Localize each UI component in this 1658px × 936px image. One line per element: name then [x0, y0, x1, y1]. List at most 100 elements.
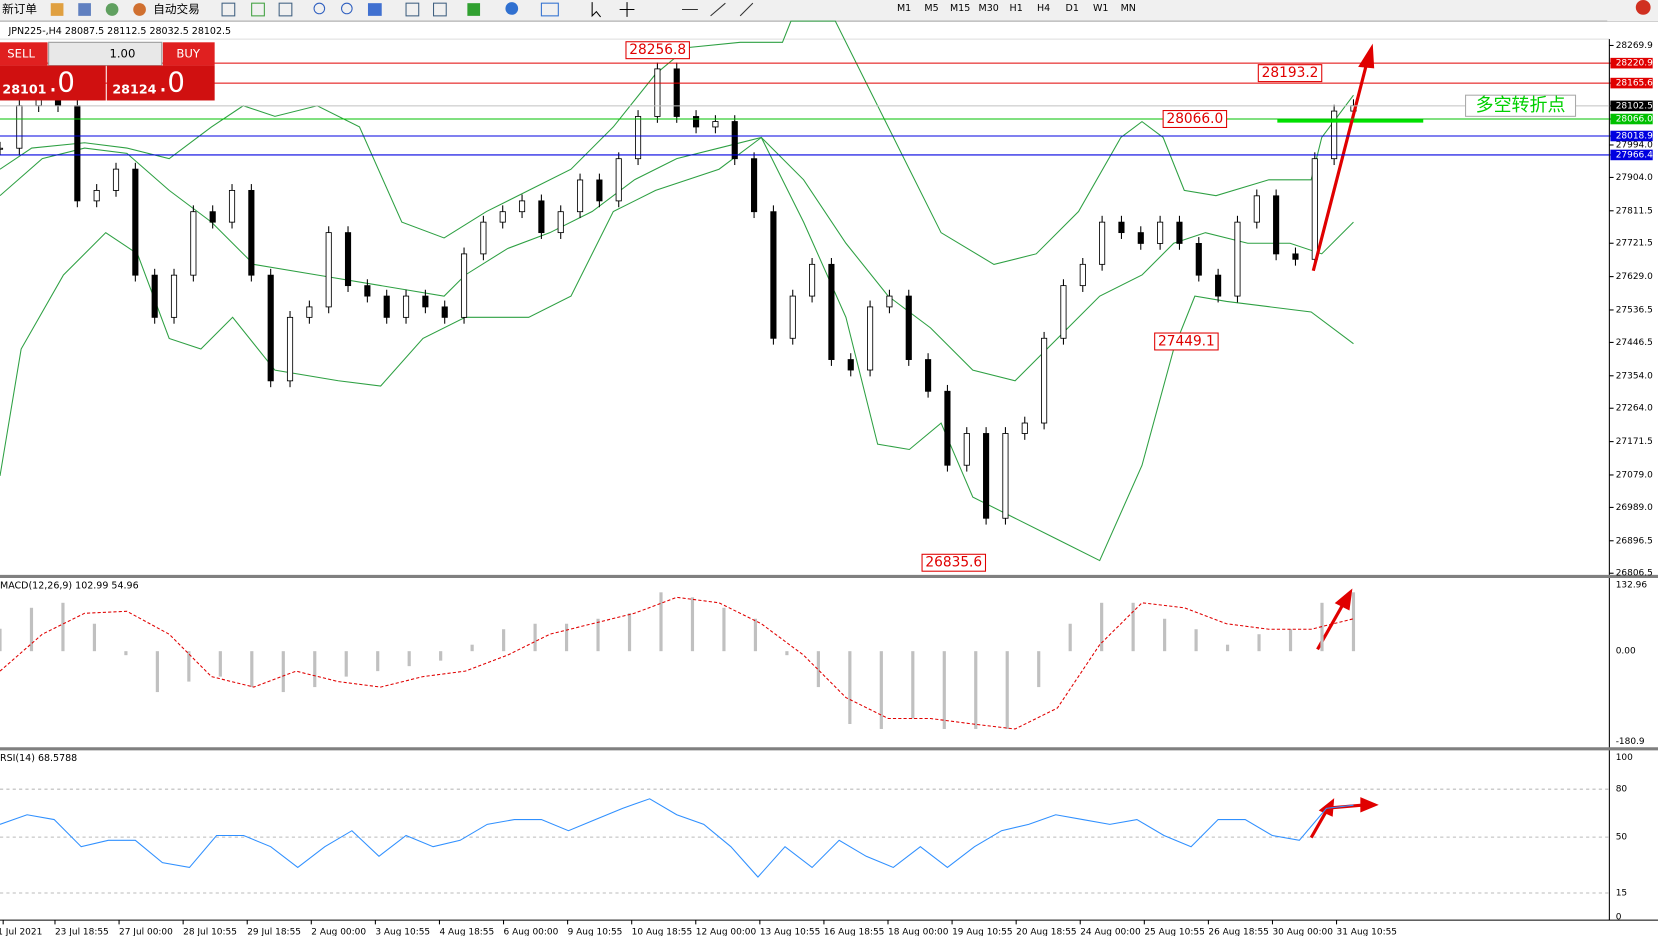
timeframe-button[interactable]: H4 — [1037, 3, 1050, 14]
macd-bar — [627, 613, 632, 652]
timeframe-button[interactable]: MN — [1121, 3, 1136, 14]
icon[interactable] — [405, 2, 420, 17]
macd-bar — [470, 644, 474, 652]
candle-body — [770, 211, 777, 339]
sell-button[interactable] — [0, 42, 48, 66]
candle-body — [74, 105, 81, 202]
icon[interactable] — [105, 3, 119, 16]
macd-bar — [911, 651, 915, 719]
time-label: 2 Aug 00:00 — [311, 927, 366, 936]
buy-button[interactable] — [162, 42, 215, 66]
price-label: 28269.9 — [1616, 41, 1653, 51]
timeframe-button[interactable]: H1 — [1010, 3, 1023, 14]
rsi-label: RSI(14) 68.5788 — [0, 753, 77, 764]
macd-axis-label: -180.9 — [1616, 737, 1645, 747]
timeframe-button[interactable]: D1 — [1066, 3, 1079, 14]
toolbar-right — [1607, 0, 1658, 22]
macd-bar — [785, 651, 789, 656]
auto-trade-button[interactable]: 自动交易 — [153, 2, 200, 16]
icon[interactable] — [433, 2, 447, 17]
ask-box[interactable] — [106, 65, 215, 101]
candle-body — [654, 68, 661, 117]
macd-bar — [533, 623, 537, 652]
candle-body — [499, 211, 506, 223]
candle-body — [93, 189, 100, 202]
time-label: 10 Aug 18:55 — [632, 927, 692, 936]
timeframe-button[interactable]: M5 — [924, 3, 938, 14]
candle-body — [286, 316, 294, 382]
bid-frac: .0 — [49, 67, 75, 99]
price-label: 27994.0 — [1616, 140, 1653, 150]
candle-body — [1041, 337, 1048, 424]
candle-body — [1253, 195, 1260, 223]
candle-body — [267, 274, 274, 382]
alert-icon[interactable] — [1635, 0, 1651, 15]
time-label: 16 Aug 18:55 — [824, 927, 884, 936]
icon[interactable] — [133, 3, 146, 16]
price-label: 27721.5 — [1616, 239, 1653, 249]
time-label: 29 Jul 18:55 — [247, 927, 301, 936]
timeframe-button[interactable]: M1 — [897, 3, 911, 14]
price-label: 28102.5 — [1616, 101, 1653, 111]
timeframe-button[interactable]: M15 — [950, 3, 970, 14]
time-label: 3 Aug 10:55 — [375, 927, 430, 936]
macd-bar — [29, 607, 34, 652]
candle-body — [248, 189, 255, 276]
icon[interactable] — [50, 3, 64, 16]
candle-body — [1137, 232, 1144, 244]
icon[interactable] — [278, 2, 293, 17]
macd-bar — [596, 618, 600, 652]
icon[interactable] — [313, 2, 326, 15]
icon[interactable] — [540, 2, 559, 17]
candle-body — [325, 232, 332, 308]
macd-bar — [155, 651, 159, 693]
candle-body — [693, 116, 700, 128]
icon[interactable] — [505, 2, 519, 15]
candle-body — [228, 189, 236, 223]
time-label: 25 Aug 10:55 — [1144, 927, 1204, 936]
candle-body — [731, 121, 738, 160]
icon[interactable] — [367, 3, 382, 16]
macd-bar — [502, 629, 506, 652]
candle-body — [190, 211, 197, 276]
price-label: 26989.0 — [1616, 503, 1653, 513]
icon[interactable] — [78, 3, 91, 16]
candle-body — [364, 285, 371, 297]
bid-box[interactable] — [0, 65, 106, 101]
cursor-icon[interactable] — [591, 2, 602, 18]
timeframe-button[interactable]: W1 — [1093, 3, 1108, 14]
macd-bar — [879, 651, 883, 729]
draw-icons[interactable] — [682, 2, 754, 17]
timeframe-button[interactable]: M30 — [979, 3, 999, 14]
band-middle — [0, 136, 1354, 382]
crosshair-icon[interactable] — [619, 2, 635, 17]
time-label: 19 Aug 10:55 — [952, 927, 1012, 936]
rsi-axis-label: 100 — [1616, 753, 1633, 763]
bid-main: 28101 — [2, 81, 46, 96]
macd-bar — [753, 618, 758, 652]
price-label: 26806.5 — [1616, 569, 1653, 579]
candle-body — [460, 253, 468, 318]
icon[interactable] — [221, 2, 236, 17]
candle-body — [634, 116, 642, 160]
macd-bar — [313, 651, 317, 688]
new-order-button[interactable]: 新订单 — [2, 2, 37, 16]
icon[interactable] — [251, 2, 265, 17]
candle-body — [151, 274, 158, 318]
price-label: 27629.0 — [1616, 272, 1653, 282]
macd-bar — [1100, 602, 1104, 652]
price-annotation-box — [625, 41, 690, 60]
lots-box[interactable] — [48, 41, 163, 67]
candle-body — [944, 390, 951, 466]
chart-header: JPN225-,H4 28087.5 28112.5 28032.5 28102… — [7, 26, 231, 37]
candle-body — [1176, 221, 1183, 244]
macd-bar — [1005, 651, 1009, 729]
candle-body — [673, 68, 680, 117]
candle-body — [963, 433, 970, 466]
candle-body — [886, 295, 893, 308]
macd-label: MACD(12,26,9) 102.99 54.96 — [0, 580, 139, 591]
price-tag — [1610, 149, 1653, 161]
candle-body — [0, 147, 4, 150]
icon[interactable] — [341, 2, 353, 15]
icon[interactable] — [467, 3, 481, 16]
